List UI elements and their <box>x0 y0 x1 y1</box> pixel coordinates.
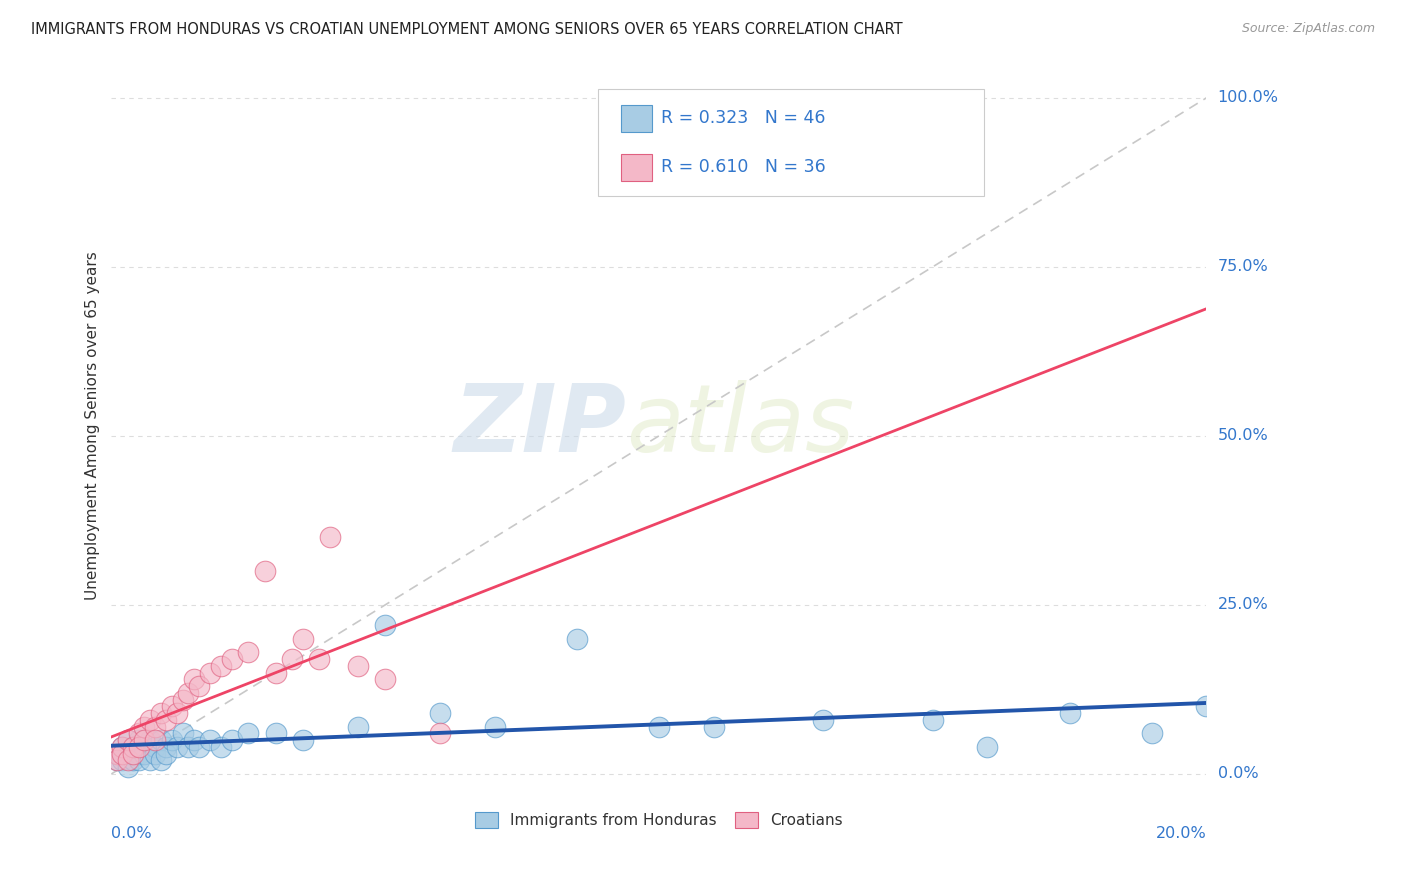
Point <box>565 632 588 646</box>
Text: 20.0%: 20.0% <box>1156 826 1206 841</box>
Point <box>264 665 287 680</box>
Point <box>1059 706 1081 720</box>
Point <box>183 733 205 747</box>
Point <box>374 618 396 632</box>
Point <box>921 713 943 727</box>
Point <box>188 679 211 693</box>
Point <box>429 726 451 740</box>
Point <box>292 632 315 646</box>
Point <box>149 706 172 720</box>
Point <box>122 739 145 754</box>
Point <box>105 753 128 767</box>
Point <box>143 733 166 747</box>
Point <box>138 733 160 747</box>
Point <box>172 692 194 706</box>
Text: Source: ZipAtlas.com: Source: ZipAtlas.com <box>1241 22 1375 36</box>
Point <box>172 726 194 740</box>
Point <box>117 747 139 761</box>
Point <box>128 739 150 754</box>
Point <box>122 747 145 761</box>
Point <box>155 713 177 727</box>
Point <box>221 652 243 666</box>
Text: R = 0.610   N = 36: R = 0.610 N = 36 <box>661 158 825 177</box>
Point <box>122 753 145 767</box>
Point <box>134 747 156 761</box>
Point <box>117 733 139 747</box>
Point <box>160 733 183 747</box>
Point <box>155 739 177 754</box>
Point <box>134 733 156 747</box>
Point <box>1140 726 1163 740</box>
Point <box>811 713 834 727</box>
Point <box>128 733 150 747</box>
Point <box>648 720 671 734</box>
Point <box>128 726 150 740</box>
Point <box>149 733 172 747</box>
Point <box>346 658 368 673</box>
Point <box>166 739 188 754</box>
Point <box>183 673 205 687</box>
Point <box>143 739 166 754</box>
Legend: Immigrants from Honduras, Croatians: Immigrants from Honduras, Croatians <box>468 805 849 834</box>
Point <box>160 699 183 714</box>
Text: 75.0%: 75.0% <box>1218 260 1268 275</box>
Point <box>143 747 166 761</box>
Point <box>111 739 134 754</box>
Point <box>1195 699 1218 714</box>
Point <box>292 733 315 747</box>
Point <box>209 658 232 673</box>
Point <box>319 530 342 544</box>
Point <box>703 720 725 734</box>
Text: 0.0%: 0.0% <box>1218 766 1258 781</box>
Point <box>429 706 451 720</box>
Point <box>138 753 160 767</box>
Point <box>143 720 166 734</box>
Point <box>281 652 304 666</box>
Point <box>308 652 330 666</box>
Point <box>128 753 150 767</box>
Point <box>177 739 200 754</box>
Point <box>264 726 287 740</box>
Text: 25.0%: 25.0% <box>1218 598 1268 613</box>
Point <box>374 673 396 687</box>
Text: IMMIGRANTS FROM HONDURAS VS CROATIAN UNEMPLOYMENT AMONG SENIORS OVER 65 YEARS CO: IMMIGRANTS FROM HONDURAS VS CROATIAN UNE… <box>31 22 903 37</box>
Point <box>209 739 232 754</box>
Point <box>198 733 221 747</box>
Point <box>221 733 243 747</box>
Point <box>117 760 139 774</box>
Point <box>122 739 145 754</box>
Point <box>346 720 368 734</box>
Text: atlas: atlas <box>626 380 855 471</box>
Text: 50.0%: 50.0% <box>1218 428 1268 443</box>
Point <box>105 753 128 767</box>
Point <box>166 706 188 720</box>
Point <box>149 753 172 767</box>
Point <box>134 739 156 754</box>
Point <box>111 747 134 761</box>
Point <box>117 733 139 747</box>
Point <box>128 747 150 761</box>
Point <box>111 753 134 767</box>
Point <box>134 720 156 734</box>
Text: R = 0.323   N = 46: R = 0.323 N = 46 <box>661 109 825 128</box>
Point <box>138 713 160 727</box>
Point <box>111 739 134 754</box>
Text: 100.0%: 100.0% <box>1218 90 1278 105</box>
Point <box>117 753 139 767</box>
Point <box>177 686 200 700</box>
Point <box>155 747 177 761</box>
Point <box>188 739 211 754</box>
Text: 0.0%: 0.0% <box>111 826 152 841</box>
Point <box>238 645 260 659</box>
Point <box>484 720 506 734</box>
Point <box>238 726 260 740</box>
Point <box>105 747 128 761</box>
Point <box>198 665 221 680</box>
Text: ZIP: ZIP <box>453 380 626 472</box>
Point <box>253 564 276 578</box>
Point <box>976 739 998 754</box>
Y-axis label: Unemployment Among Seniors over 65 years: Unemployment Among Seniors over 65 years <box>86 252 100 600</box>
